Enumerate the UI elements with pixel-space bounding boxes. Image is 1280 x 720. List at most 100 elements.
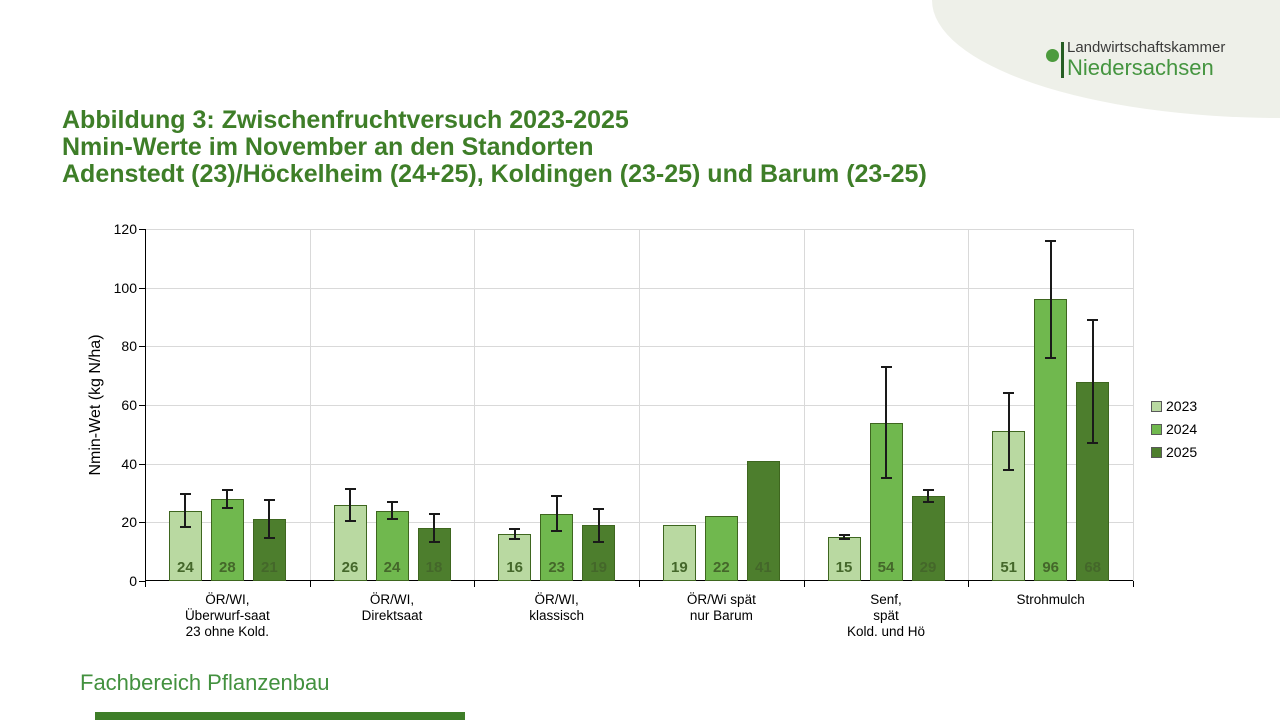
error-bar-cap	[509, 528, 521, 531]
footer-accent-bar	[95, 712, 465, 720]
bar-2025: 21	[252, 519, 286, 581]
bar-2024: 22	[704, 516, 738, 581]
category-label: ÖR/Wi spät nur Barum	[686, 592, 756, 623]
chart-title: Abbildung 3: Zwischenfruchtversuch 2023-…	[62, 107, 927, 188]
error-bar-cap	[551, 530, 563, 533]
bar-value-label: 24	[176, 559, 194, 576]
logo-dot-icon	[1046, 49, 1059, 62]
bar-value-label: 16	[506, 559, 523, 576]
legend-swatch	[1151, 423, 1162, 435]
plot-area: 24 26 16 19 15 51 28 24 23 22 54 96 21 18 19 41 29 68	[139, 229, 1134, 587]
error-bar-cap	[179, 525, 191, 528]
error-bar	[927, 490, 929, 502]
error-bar-cap	[221, 489, 233, 492]
bar-2024: 28	[210, 498, 244, 581]
error-bar-cap	[593, 540, 605, 543]
bar-value-label: 29	[919, 559, 937, 576]
y-tick-label: 60	[121, 397, 137, 413]
gridline	[803, 229, 805, 581]
error-bar-cap	[263, 499, 275, 502]
error-bar-cap	[838, 533, 850, 536]
tick-mark	[139, 581, 145, 582]
tick-mark	[139, 346, 145, 348]
bar-value-label: 28	[218, 559, 236, 576]
error-bar-cap	[179, 493, 191, 496]
y-tick-label: 100	[113, 279, 137, 296]
title-line-1: Abbildung 3: Zwischenfruchtversuch 2023-…	[62, 106, 629, 134]
tick-mark	[309, 581, 311, 587]
bar-value-label: 96	[1042, 559, 1059, 576]
logo-divider	[1061, 42, 1064, 78]
bar-value-label: 54	[877, 559, 895, 576]
gridline	[474, 229, 476, 581]
tick-mark	[145, 581, 146, 587]
legend-label: 2024	[1166, 421, 1198, 437]
error-bar	[349, 488, 351, 521]
axis-line-y	[145, 229, 146, 581]
footer-text: Fachbereich Pflanzenbau	[80, 670, 330, 695]
tick-mark	[139, 463, 145, 465]
error-bar-cap	[1087, 442, 1099, 445]
bar-2025: 29	[911, 495, 945, 581]
error-bar	[885, 366, 887, 479]
error-bar-cap	[428, 513, 440, 516]
error-bar	[1049, 240, 1052, 359]
y-tick-label: 120	[113, 221, 137, 237]
category-label: ÖR/WI, Direktsaat	[361, 592, 423, 623]
error-bar-cap	[344, 487, 356, 490]
tick-mark	[803, 581, 805, 587]
gridline	[639, 229, 640, 581]
error-bar-cap	[922, 500, 934, 503]
error-bar-cap	[922, 489, 934, 492]
legend-swatch	[1151, 400, 1162, 412]
bar-2024: 24	[375, 510, 409, 581]
bar-2023: 15	[827, 537, 861, 581]
error-bar-cap	[221, 506, 233, 509]
legend-item: 2023	[1151, 399, 1197, 413]
tick-mark	[139, 287, 145, 289]
tick-mark	[968, 581, 970, 587]
axis-line-x	[145, 580, 1133, 581]
tick-mark	[474, 581, 476, 587]
category-label: Senf, spät Kold. und Hö	[846, 592, 926, 639]
error-bar-cap	[838, 538, 850, 541]
legend: 2023 2024 2025	[1151, 399, 1197, 468]
error-bar-cap	[593, 507, 605, 510]
error-bar	[597, 508, 600, 542]
error-bar-cap	[1087, 318, 1099, 321]
error-bar-cap	[1045, 239, 1057, 242]
error-bar	[843, 534, 845, 540]
legend-swatch	[1151, 446, 1162, 458]
tick-mark	[139, 522, 145, 524]
legend-label: 2025	[1166, 444, 1198, 460]
tick-mark	[639, 581, 640, 587]
error-bar	[1007, 393, 1010, 470]
tick-mark	[139, 405, 145, 406]
bar-2025: 41	[746, 460, 780, 581]
error-bar-cap	[428, 540, 440, 543]
bar-value-label: 15	[835, 559, 853, 576]
bar-value-label: 24	[383, 559, 401, 576]
legend-label: 2023	[1166, 398, 1198, 414]
legend-item: 2024	[1151, 422, 1197, 436]
error-bar	[184, 494, 187, 527]
error-bar-cap	[880, 365, 892, 368]
error-bar	[268, 500, 271, 539]
bar-value-label: 41	[754, 559, 772, 576]
error-bar-cap	[263, 537, 275, 540]
bar-2023: 16	[498, 534, 532, 581]
y-tick-label: 80	[121, 338, 137, 355]
y-tick-label: 0	[129, 573, 137, 589]
bar-value-label: 68	[1084, 559, 1101, 576]
bar-value-label: 19	[670, 559, 688, 576]
error-bar-cap	[344, 519, 356, 522]
error-bar-cap	[386, 518, 398, 521]
bar-value-label: 18	[425, 559, 443, 576]
y-tick-label: 20	[121, 514, 137, 531]
logo-region-name: Niedersachsen	[1067, 55, 1214, 80]
legend-item: 2025	[1151, 445, 1197, 459]
error-bar	[433, 514, 435, 542]
bar-value-label: 51	[1000, 559, 1017, 576]
category-label: Strohmulch	[1016, 592, 1085, 607]
